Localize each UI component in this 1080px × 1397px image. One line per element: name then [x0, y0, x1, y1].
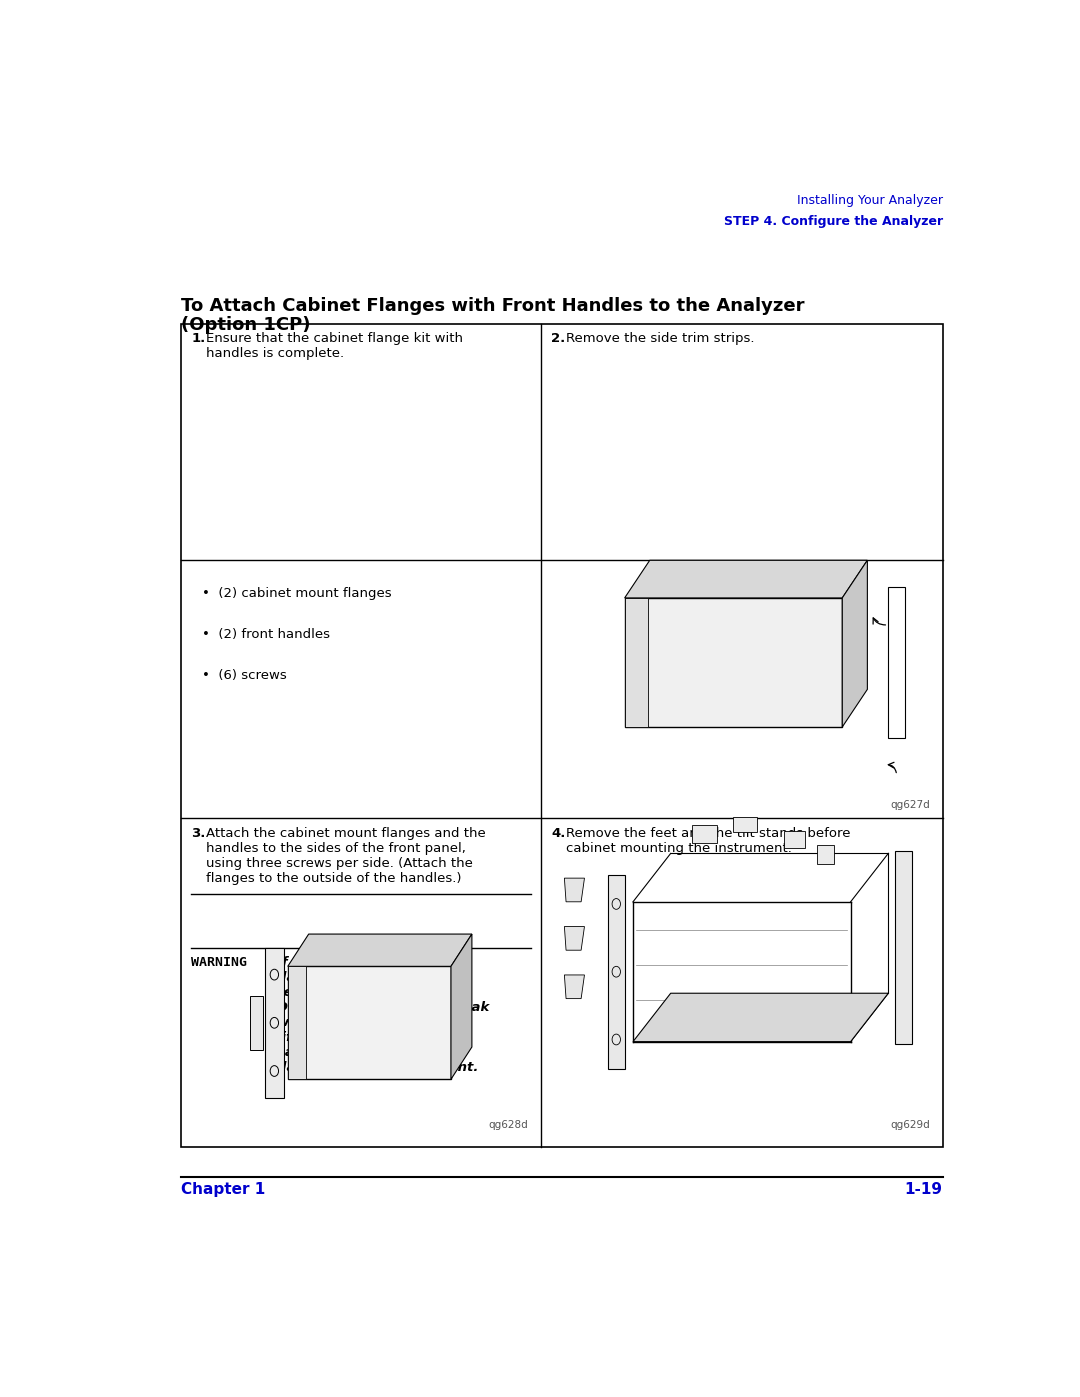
Polygon shape: [565, 975, 584, 999]
Polygon shape: [633, 993, 889, 1042]
Text: To Attach Cabinet Flanges with Front Handles to the Analyzer: To Attach Cabinet Flanges with Front Han…: [181, 296, 805, 314]
Bar: [181, 324, 943, 1147]
Bar: [608, 875, 624, 1069]
Bar: [691, 826, 717, 842]
Text: qg628d: qg628d: [488, 1120, 528, 1130]
Text: 2.: 2.: [551, 332, 565, 345]
Polygon shape: [565, 879, 584, 902]
Polygon shape: [287, 935, 472, 967]
Bar: [733, 817, 757, 831]
Bar: [266, 947, 284, 1098]
Bar: [624, 598, 648, 726]
Polygon shape: [565, 926, 584, 950]
Text: •  (2) cabinet mount flanges: • (2) cabinet mount flanges: [202, 587, 392, 601]
Text: 4.: 4.: [551, 827, 565, 840]
Bar: [895, 851, 912, 1045]
Bar: [784, 831, 805, 848]
Polygon shape: [842, 560, 867, 726]
Bar: [251, 996, 264, 1049]
Text: 1-19: 1-19: [905, 1182, 943, 1197]
Text: WARNING: WARNING: [191, 956, 247, 970]
Text: Chapter 1: Chapter 1: [181, 1182, 266, 1197]
Text: qg629d: qg629d: [890, 1120, 930, 1130]
Text: •  (6) screws: • (6) screws: [202, 669, 286, 682]
Bar: [889, 587, 905, 738]
Bar: [287, 967, 306, 1080]
Bar: [624, 598, 842, 726]
Text: •  (2) front handles: • (2) front handles: [202, 629, 330, 641]
Text: (Option 1CP): (Option 1CP): [181, 316, 311, 334]
Bar: [818, 845, 834, 865]
Text: Ensure that the cabinet flange kit with
handles is complete.: Ensure that the cabinet flange kit with …: [206, 332, 463, 360]
Text: STEP 4. Configure the Analyzer: STEP 4. Configure the Analyzer: [724, 215, 943, 228]
Text: Remove the side trim strips.: Remove the side trim strips.: [566, 332, 755, 345]
Text: 3.: 3.: [191, 827, 205, 840]
Text: qg627d: qg627d: [890, 800, 930, 810]
Text: If an instrument handle is
damaged, you should
replace it immediately.
Damaged h: If an instrument handle is damaged, you …: [278, 956, 489, 1074]
Text: Attach the cabinet mount flanges and the
handles to the sides of the front panel: Attach the cabinet mount flanges and the…: [206, 827, 486, 886]
Text: Remove the feet and the tilt stands before
cabinet mounting the instrument.: Remove the feet and the tilt stands befo…: [566, 827, 851, 855]
Bar: [287, 967, 451, 1080]
Polygon shape: [451, 935, 472, 1080]
Text: 1.: 1.: [191, 332, 205, 345]
Text: Installing Your Analyzer: Installing Your Analyzer: [797, 194, 943, 207]
Polygon shape: [624, 560, 867, 598]
